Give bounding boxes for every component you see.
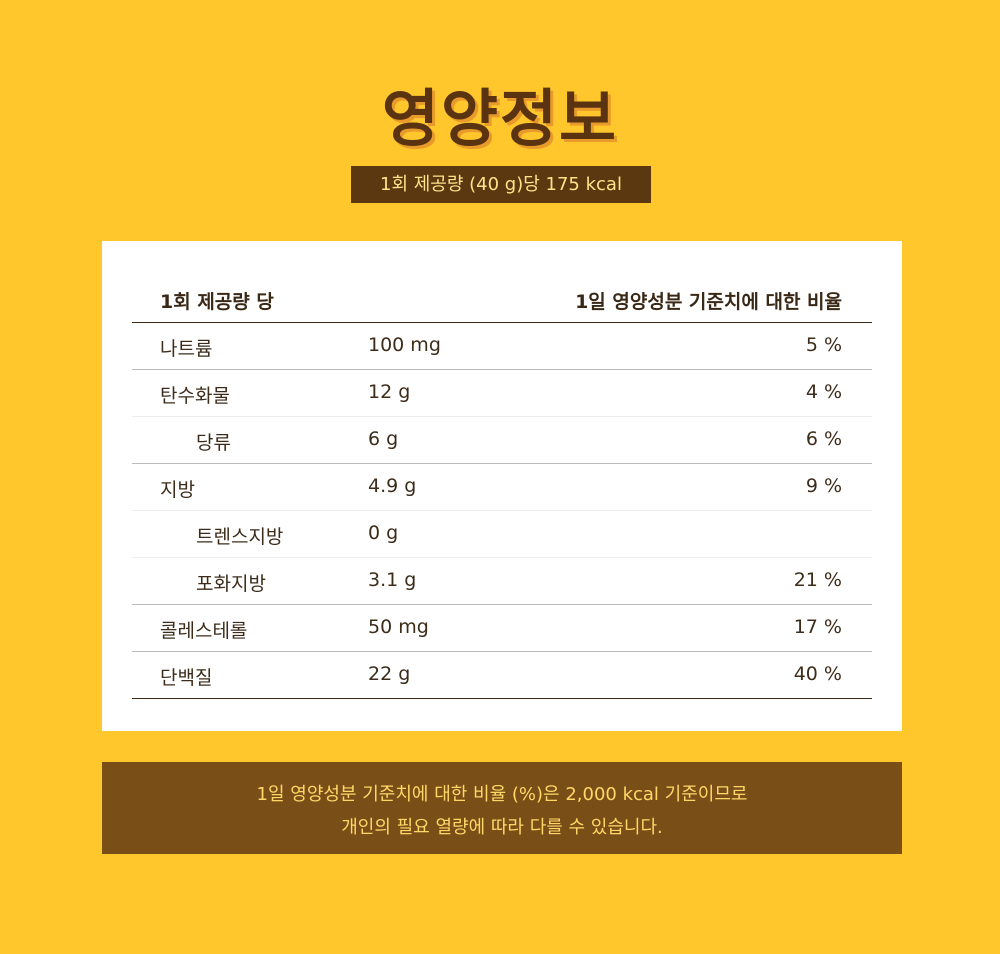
nutrient-name: 탄수화물 xyxy=(160,385,230,407)
header-serving-label: 1회 제공량 당 xyxy=(160,291,274,313)
nutrient-amount: 4.9 g xyxy=(368,475,417,497)
table-row: 나트륨 100 mg 5 % xyxy=(132,323,872,370)
nutrient-name: 포화지방 xyxy=(196,573,266,595)
table-header: 1회 제공량 당 1일 영양성분 기준치에 대한 비율 xyxy=(132,275,872,323)
header-daily-value-label: 1일 영양성분 기준치에 대한 비율 xyxy=(575,291,842,313)
note-line-2: 개인의 필요 열량에 따라 다를 수 있습니다. xyxy=(341,817,663,838)
nutrient-name: 나트륨 xyxy=(160,338,213,360)
nutrient-percent: 6 % xyxy=(805,428,842,450)
nutrition-table: 1회 제공량 당 1일 영양성분 기준치에 대한 비율 나트륨 100 mg 5… xyxy=(132,275,872,699)
nutrient-percent: 21 % xyxy=(793,569,842,591)
nutrient-name: 콜레스테롤 xyxy=(160,620,248,642)
page-title: 영양정보 xyxy=(381,82,619,155)
table-row: 당류 6 g 6 % xyxy=(132,417,872,464)
nutrient-name: 지방 xyxy=(160,479,195,501)
nutrient-percent: 9 % xyxy=(805,475,842,497)
serving-info-badge: 1회 제공량 (40 g)당 175 kcal xyxy=(351,166,651,203)
nutrient-amount: 100 mg xyxy=(368,334,441,356)
table-row: 트렌스지방 0 g xyxy=(132,511,872,558)
nutrient-amount: 22 g xyxy=(368,663,411,685)
nutrition-card: 1회 제공량 당 1일 영양성분 기준치에 대한 비율 나트륨 100 mg 5… xyxy=(102,241,902,731)
nutrient-amount: 3.1 g xyxy=(368,569,417,591)
nutrient-percent: 4 % xyxy=(805,381,842,403)
nutrient-amount: 0 g xyxy=(368,522,399,544)
nutrient-name: 단백질 xyxy=(160,667,213,689)
table-row: 콜레스테롤 50 mg 17 % xyxy=(132,605,872,652)
table-row: 탄수화물 12 g 4 % xyxy=(132,370,872,417)
nutrient-percent: 5 % xyxy=(805,334,842,356)
table-row: 포화지방 3.1 g 21 % xyxy=(132,558,872,605)
nutrient-name: 당류 xyxy=(196,432,231,454)
table-row: 단백질 22 g 40 % xyxy=(132,652,872,699)
table-row: 지방 4.9 g 9 % xyxy=(132,464,872,511)
nutrient-percent: 40 % xyxy=(793,663,842,685)
nutrient-name: 트렌스지방 xyxy=(196,526,284,548)
nutrient-amount: 6 g xyxy=(368,428,399,450)
nutrient-amount: 12 g xyxy=(368,381,411,403)
nutrient-amount: 50 mg xyxy=(368,616,429,638)
note-line-1: 1일 영양성분 기준치에 대한 비율 (%)은 2,000 kcal 기준이므로 xyxy=(256,784,748,805)
daily-value-note: 1일 영양성분 기준치에 대한 비율 (%)은 2,000 kcal 기준이므로… xyxy=(102,762,902,854)
nutrient-percent: 17 % xyxy=(793,616,842,638)
